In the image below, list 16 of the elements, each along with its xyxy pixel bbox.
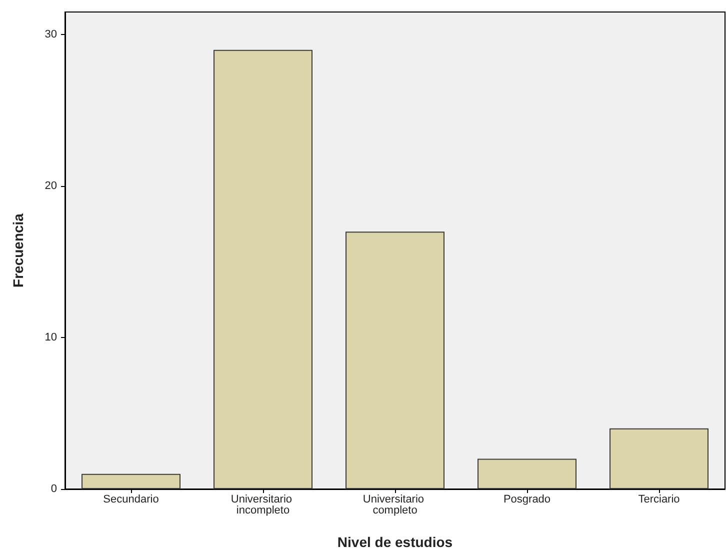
bar bbox=[82, 474, 180, 489]
y-axis-title: Frecuencia bbox=[10, 213, 26, 288]
bar bbox=[346, 232, 444, 489]
x-tick-label: Posgrado bbox=[503, 494, 551, 506]
bar bbox=[478, 458, 576, 489]
x-tick-label: Universitario incompleto bbox=[230, 494, 296, 516]
bar bbox=[610, 428, 708, 489]
y-tick-label: 20 bbox=[44, 180, 57, 192]
x-tick-label: Universitario completo bbox=[362, 494, 428, 516]
x-tick-label: Secundario bbox=[103, 494, 159, 506]
y-tick-label: 0 bbox=[50, 483, 57, 495]
x-axis-title: Nivel de estudios bbox=[337, 534, 453, 550]
y-tick-label: 30 bbox=[44, 28, 57, 41]
bar bbox=[214, 50, 312, 489]
y-tick-label: 10 bbox=[44, 332, 57, 344]
x-tick-label: Terciario bbox=[638, 494, 680, 506]
